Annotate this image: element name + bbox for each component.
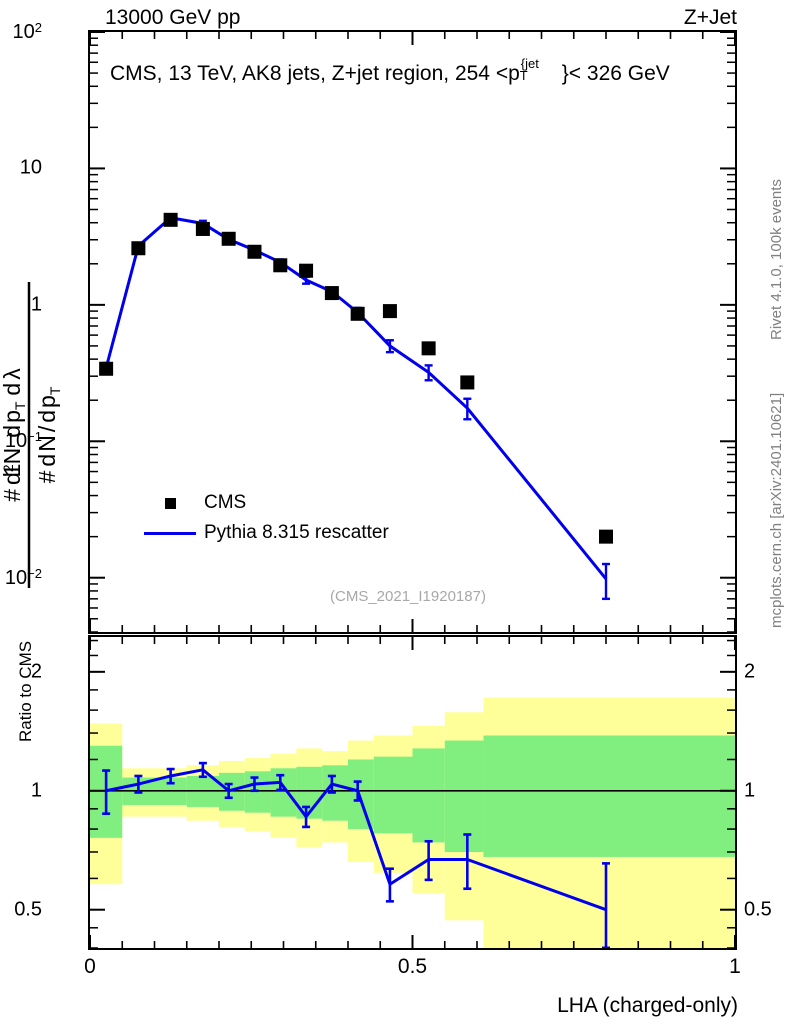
y-tick-label-main-3: 10 bbox=[19, 156, 42, 179]
y-tick-label-main-0: 10−2 bbox=[4, 565, 42, 589]
legend-item-pythia[interactable]: Pythia 8.315 rescatter bbox=[140, 518, 389, 548]
ratio-plot-panel bbox=[88, 635, 737, 950]
y-tick-label-ratio-right-0: 0.5 bbox=[744, 898, 772, 921]
plot-title-sub: T bbox=[519, 68, 528, 83]
line-marker-icon bbox=[140, 531, 200, 535]
plot-title-sup: {jet bbox=[520, 56, 539, 71]
legend-label-pythia: Pythia 8.315 rescatter bbox=[204, 522, 389, 543]
plot-title-post: }< 326 GeV bbox=[561, 62, 670, 85]
beam-energy-label: 13000 GeV pp bbox=[105, 6, 241, 29]
legend: CMS Pythia 8.315 rescatter bbox=[140, 488, 389, 548]
x-tick-label-1: 0.5 bbox=[397, 955, 428, 978]
y-tick-label-main-4: 102 bbox=[12, 20, 42, 43]
y-tick-label-ratio-right-2: 2 bbox=[744, 660, 756, 683]
mcplots-source-annotation: mcplots.cern.ch [arXiv:2401.10621] bbox=[768, 392, 785, 628]
svg-text:#dN/dpT: #dN/dpT bbox=[34, 386, 60, 483]
y-tick-label-ratio-1: 1 bbox=[30, 779, 42, 802]
y-tick-label-ratio-2: 2 bbox=[30, 660, 42, 683]
main-plot-panel bbox=[88, 30, 737, 634]
ratio-y-axis-label: Ratio to CMS bbox=[16, 640, 35, 742]
ratio-plot-svg bbox=[90, 637, 735, 948]
analysis-id-watermark: (CMS_2021_I1920187) bbox=[330, 588, 486, 605]
plot-title-pre: CMS, 13 TeV, AK8 jets, Z+jet region, 254… bbox=[110, 62, 520, 85]
svg-text:#d2NdpTdλ: #d2NdpTdλ bbox=[0, 368, 28, 502]
x-axis-label: LHA (charged-only) bbox=[557, 994, 738, 1017]
y-axis-label: #d2NdpTdλ #dN/dpT 1 bbox=[0, 20, 60, 588]
square-marker-icon bbox=[140, 497, 200, 509]
y-tick-label-main-2: 1 bbox=[30, 293, 42, 316]
x-tick-label-0: 0 bbox=[84, 955, 96, 978]
y-tick-label-main-1: 10−1 bbox=[4, 429, 42, 453]
legend-item-cms[interactable]: CMS bbox=[140, 488, 389, 518]
rivet-version-annotation: Rivet 4.1.0, 100k events bbox=[768, 179, 785, 340]
svg-text:1: 1 bbox=[0, 464, 25, 477]
process-label: Z+Jet bbox=[683, 6, 737, 29]
y-tick-label-ratio-right-1: 1 bbox=[744, 779, 756, 802]
legend-label-cms: CMS bbox=[204, 492, 247, 513]
plot-title: CMS, 13 TeV, AK8 jets, Z+jet region, 254… bbox=[110, 56, 670, 86]
main-plot-svg bbox=[90, 32, 735, 632]
x-tick-label-2: 1 bbox=[729, 955, 741, 978]
y-tick-label-ratio-0: 0.5 bbox=[14, 898, 42, 921]
